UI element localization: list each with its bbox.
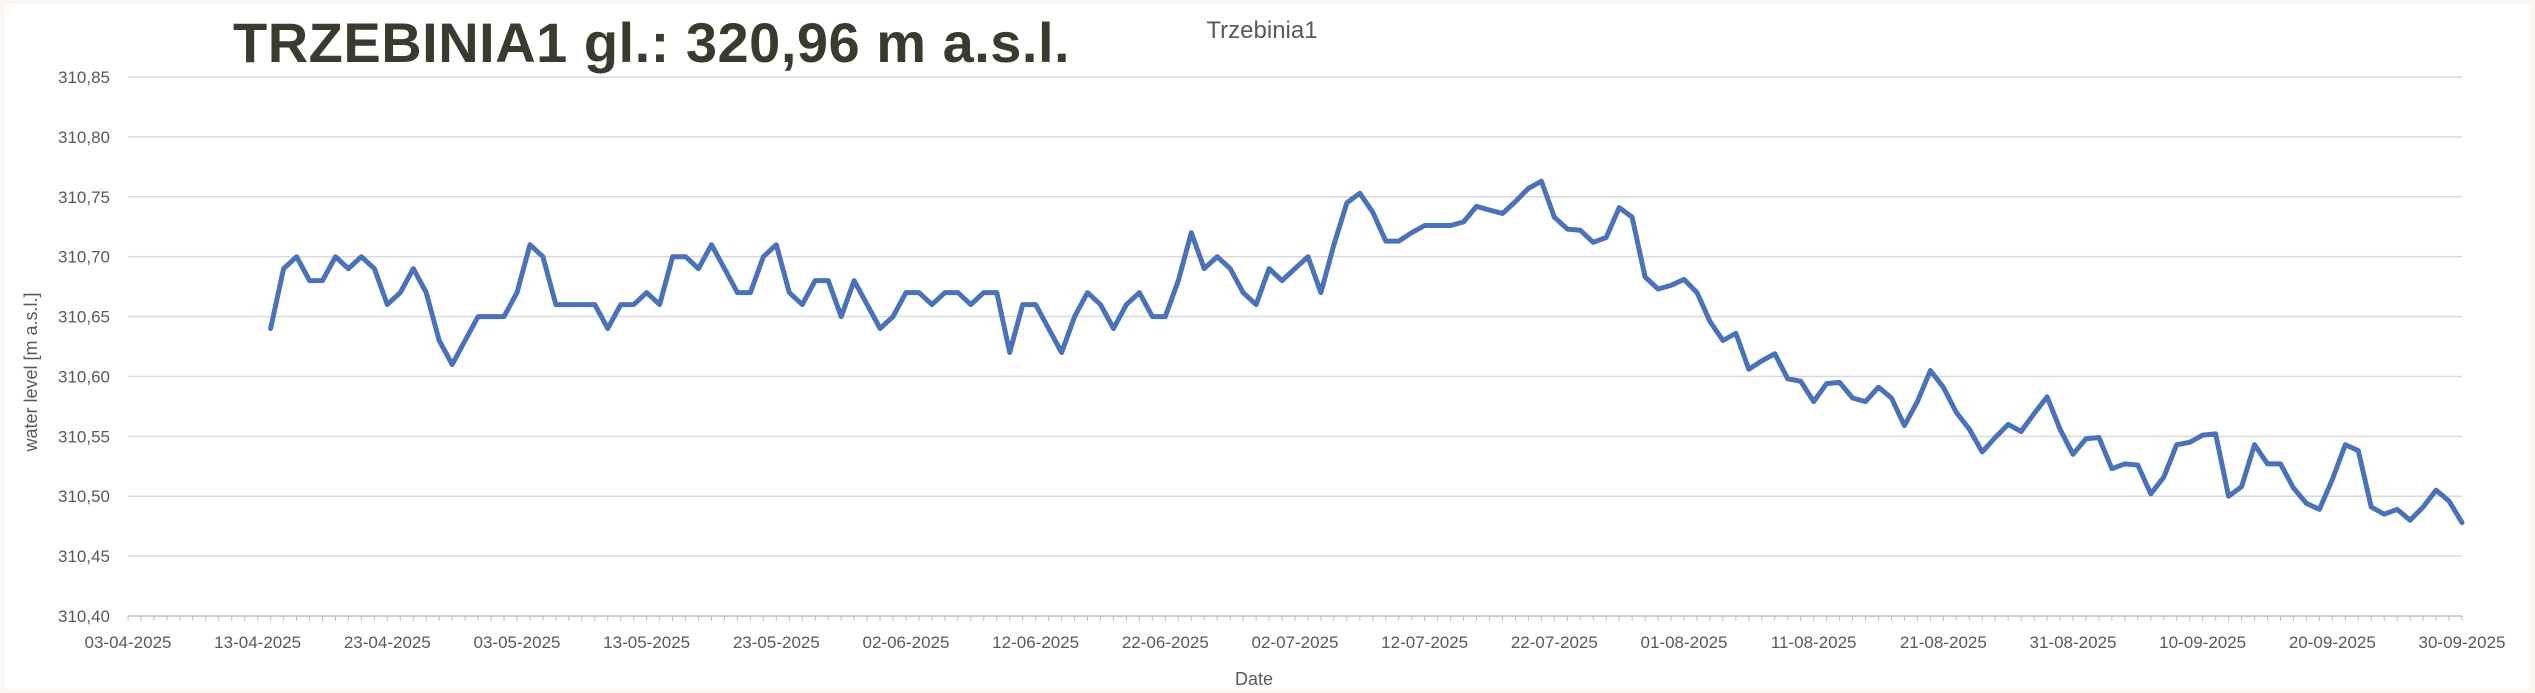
y-tick-label: 310,75 <box>58 188 110 207</box>
x-tick-label: 22-06-2025 <box>1122 633 1209 652</box>
y-tick-label: 310,45 <box>58 547 110 566</box>
x-tick-label: 02-07-2025 <box>1252 633 1339 652</box>
x-tick-label: 10-09-2025 <box>2159 633 2246 652</box>
x-tick-label: 12-06-2025 <box>992 633 1079 652</box>
x-tick-label: 01-08-2025 <box>1641 633 1728 652</box>
x-tick-label: 11-08-2025 <box>1771 633 1857 652</box>
x-tick-label: 23-05-2025 <box>733 633 820 652</box>
chart-area <box>4 4 2531 689</box>
x-tick-label: 21-08-2025 <box>1900 633 1987 652</box>
y-tick-label: 310,40 <box>58 607 110 626</box>
chart-title: Trzebinia1 <box>1206 17 1317 44</box>
x-axis-title: Date <box>1235 669 1273 689</box>
series <box>268 178 2465 526</box>
y-tick-label: 310,70 <box>58 248 110 267</box>
y-tick-label: 310,60 <box>58 367 110 386</box>
y-axis-title: water level [m a.s.l.] <box>21 292 41 452</box>
y-tick-label: 310,85 <box>58 68 110 87</box>
x-tick-label: 03-04-2025 <box>85 633 172 652</box>
x-tick-label: 13-04-2025 <box>214 633 301 652</box>
x-tick-label: 12-07-2025 <box>1381 633 1468 652</box>
y-tick-label: 310,65 <box>58 308 110 327</box>
water-level-line <box>268 178 2465 526</box>
x-tick-label: 30-09-2025 <box>2419 633 2506 652</box>
x-tick-label: 22-07-2025 <box>1511 633 1598 652</box>
chart-headline: TRZEBINIA1 gl.: 320,96 m a.s.l. <box>233 11 1071 74</box>
y-tick-label: 310,50 <box>58 487 110 506</box>
y-axis-ticks: 310,40 310,45 310,50 310,55 310,60 310,65 310,… <box>58 68 110 626</box>
x-tick-label: 02-06-2025 <box>863 633 950 652</box>
x-tick-label: 31-08-2025 <box>2030 633 2117 652</box>
x-tick-label: 23-04-2025 <box>344 633 431 652</box>
y-tick-label: 310,55 <box>58 427 110 446</box>
gridlines <box>128 76 2462 617</box>
x-axis-ticks: 03-04-2025 13-04-2025 23-04-2025 03-05-2025… <box>85 616 2506 652</box>
x-tick-label: 13-05-2025 <box>603 633 690 652</box>
x-tick-label: 20-09-2025 <box>2289 633 2376 652</box>
y-tick-label: 310,80 <box>58 128 110 147</box>
x-tick-label: 03-05-2025 <box>474 633 561 652</box>
